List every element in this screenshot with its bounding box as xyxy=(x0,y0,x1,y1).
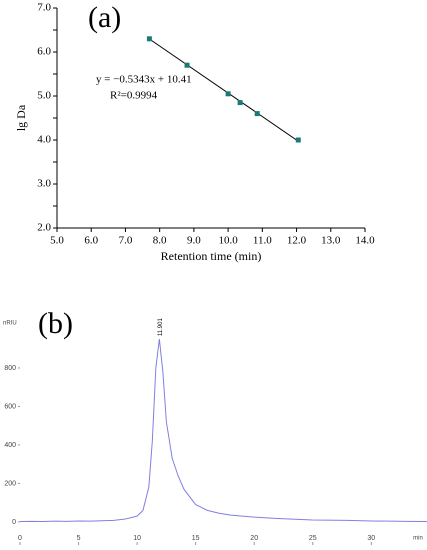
data-point xyxy=(295,137,301,143)
x-tick-label: 11.0 xyxy=(253,235,272,247)
y-tick-label: 3.0 xyxy=(37,178,51,190)
x-axis-label: min xyxy=(413,536,423,542)
data-point xyxy=(254,111,260,117)
annotation: R²=0.9994 xyxy=(110,90,158,102)
fit-line xyxy=(149,38,299,142)
y-tick-label: 4.0 xyxy=(37,134,51,146)
x-tick-label: 14.0 xyxy=(355,235,375,247)
x-tick-label: 0 xyxy=(18,535,22,542)
y-tick-label: 2.0 xyxy=(37,222,51,234)
panel-label: (a) xyxy=(88,1,121,34)
x-tick-label: 5 xyxy=(77,535,81,542)
x-tick-label: 30 xyxy=(367,535,375,542)
y-axis-label: nRIU xyxy=(3,321,17,327)
panel-label: (b) xyxy=(38,307,73,340)
chromatogram xyxy=(19,339,427,523)
annotation: y = −0.5343x + 10.41 xyxy=(96,74,192,86)
x-tick-label: 7.0 xyxy=(119,235,133,247)
y-tick-label: 7.0 xyxy=(37,2,51,14)
x-tick-label: 10.0 xyxy=(218,235,238,247)
x-tick-label: 20 xyxy=(250,535,258,542)
y-tick-label: 5.0 xyxy=(37,90,51,102)
x-tick-label: 9.0 xyxy=(187,235,201,247)
y-tick-label: 0 xyxy=(12,519,16,526)
y-tick-label: 200 xyxy=(4,480,16,487)
y-tick-label: 800 xyxy=(4,365,16,372)
data-point xyxy=(146,36,152,42)
x-tick-label: 15 xyxy=(192,535,200,542)
y-tick-label: 6.0 xyxy=(37,46,51,58)
x-tick-label: 10 xyxy=(133,535,141,542)
x-tick-label: 8.0 xyxy=(153,235,167,247)
x-tick-label: 25 xyxy=(309,535,317,542)
y-axis-label: lg Da xyxy=(14,104,28,131)
y-tick-label: 400 xyxy=(4,442,16,449)
data-point xyxy=(237,100,243,106)
x-tick-label: 13.0 xyxy=(321,235,341,247)
x-tick-label: 6.0 xyxy=(84,235,98,247)
data-point xyxy=(184,62,190,68)
x-axis-label: Retention time (min) xyxy=(161,249,262,263)
x-tick-label: 12.0 xyxy=(287,235,307,247)
y-tick-label: 600 xyxy=(4,403,16,410)
x-tick-label: 5.0 xyxy=(50,235,64,247)
peak-label: 11.901 xyxy=(158,318,164,337)
data-point xyxy=(225,91,231,97)
